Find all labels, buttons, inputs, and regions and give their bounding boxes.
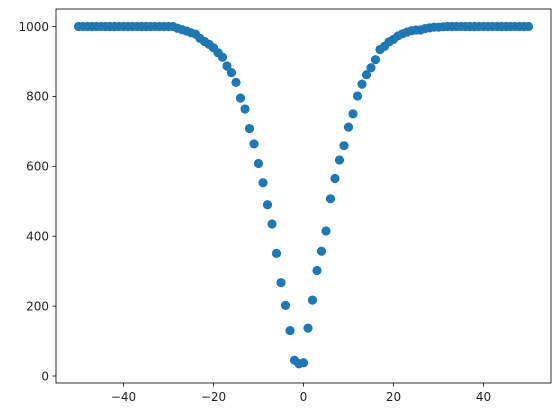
data-point (240, 104, 250, 114)
data-point (343, 122, 354, 132)
data-point (307, 295, 318, 305)
data-point (366, 63, 376, 73)
y-tick-label: 800 (26, 90, 49, 104)
data-point (339, 141, 349, 151)
data-point (321, 226, 331, 236)
data-point (231, 77, 241, 87)
y-tick-label: 600 (26, 160, 49, 174)
data-point (271, 248, 282, 258)
data-point (249, 139, 259, 149)
data-point (262, 200, 273, 210)
data-point (330, 173, 340, 184)
data-point (222, 61, 232, 71)
data-point (267, 219, 277, 229)
plot-frame (55, 8, 552, 384)
data-point (217, 52, 228, 62)
data-point (303, 323, 313, 333)
data-point (298, 358, 309, 368)
x-tick-label: 0 (300, 390, 308, 404)
y-tick-label: 0 (41, 369, 49, 383)
data-point (258, 178, 268, 188)
data-point (316, 246, 327, 256)
data-points (73, 21, 534, 369)
x-tick-label: 20 (386, 390, 401, 404)
data-point (348, 109, 358, 119)
data-point (285, 325, 295, 336)
data-point (226, 68, 237, 78)
data-point (235, 93, 246, 103)
data-point (244, 123, 255, 134)
x-tick-label: −40 (111, 390, 136, 404)
data-point (361, 70, 372, 80)
data-point (325, 194, 336, 204)
data-point (334, 155, 345, 165)
x-tick-label: 40 (476, 390, 491, 404)
data-point (370, 55, 381, 65)
data-point (280, 300, 291, 310)
data-point (357, 79, 367, 89)
data-point (276, 278, 286, 288)
data-point (352, 91, 363, 101)
y-tick-label: 400 (26, 229, 49, 243)
x-axis: −40 −20 0 20 40 (111, 383, 491, 404)
x-tick-label: −20 (201, 390, 226, 404)
data-point (312, 265, 322, 276)
y-tick-label: 200 (26, 299, 49, 313)
data-point (523, 21, 534, 32)
y-axis: 0 200 400 600 800 1000 (18, 20, 56, 383)
y-tick-label: 1000 (18, 20, 49, 34)
data-point (253, 158, 264, 169)
